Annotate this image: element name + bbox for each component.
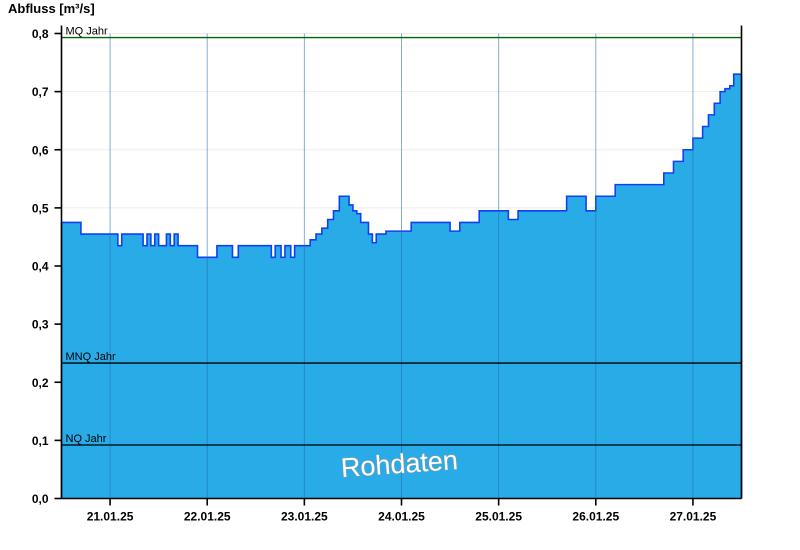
y-tick-label: 0,6 — [32, 143, 49, 157]
vertical-gridlines-overlay — [109, 33, 694, 499]
y-tick-label: 0,7 — [32, 85, 49, 99]
x-tick-label: 22.01.25 — [184, 510, 231, 524]
series-outline — [61, 73, 742, 259]
x-tick-label: 27.01.25 — [670, 510, 717, 524]
x-tick-label: 24.01.25 — [378, 510, 425, 524]
reference-line-labels: MQ Jahr MNQ Jahr NQ Jahr — [66, 26, 116, 445]
x-tick-label: 25.01.25 — [475, 510, 522, 524]
reference-lines-group — [61, 36, 742, 446]
reference-label-nq-jahr: NQ Jahr — [66, 433, 107, 445]
x-axis-ticks: 21.01.25 22.01.25 23.01.25 24.01.25 25.01.25… — [87, 498, 717, 524]
y-tick-label: 0,5 — [32, 201, 49, 215]
y-tick-label: 0,2 — [32, 376, 49, 390]
y-axis-title: Abfluss [m³/s] — [8, 1, 95, 16]
y-tick-label: 0,4 — [32, 260, 49, 274]
reference-label-mnq-jahr: MNQ Jahr — [66, 351, 116, 363]
y-tick-label: 0,1 — [32, 434, 49, 448]
y-axis-ticks: 0,0 0,1 0,2 0,3 0,4 0,5 0,6 0,7 0,8 — [32, 27, 62, 506]
x-tick-label: 21.01.25 — [87, 510, 134, 524]
x-tick-label: 23.01.25 — [281, 510, 328, 524]
y-tick-label: 0,3 — [32, 318, 49, 332]
x-tick-label: 26.01.25 — [572, 510, 619, 524]
reference-label-mq-jahr: MQ Jahr — [66, 26, 109, 38]
y-tick-label: 0,8 — [32, 27, 49, 41]
y-tick-label: 0,0 — [32, 492, 49, 506]
